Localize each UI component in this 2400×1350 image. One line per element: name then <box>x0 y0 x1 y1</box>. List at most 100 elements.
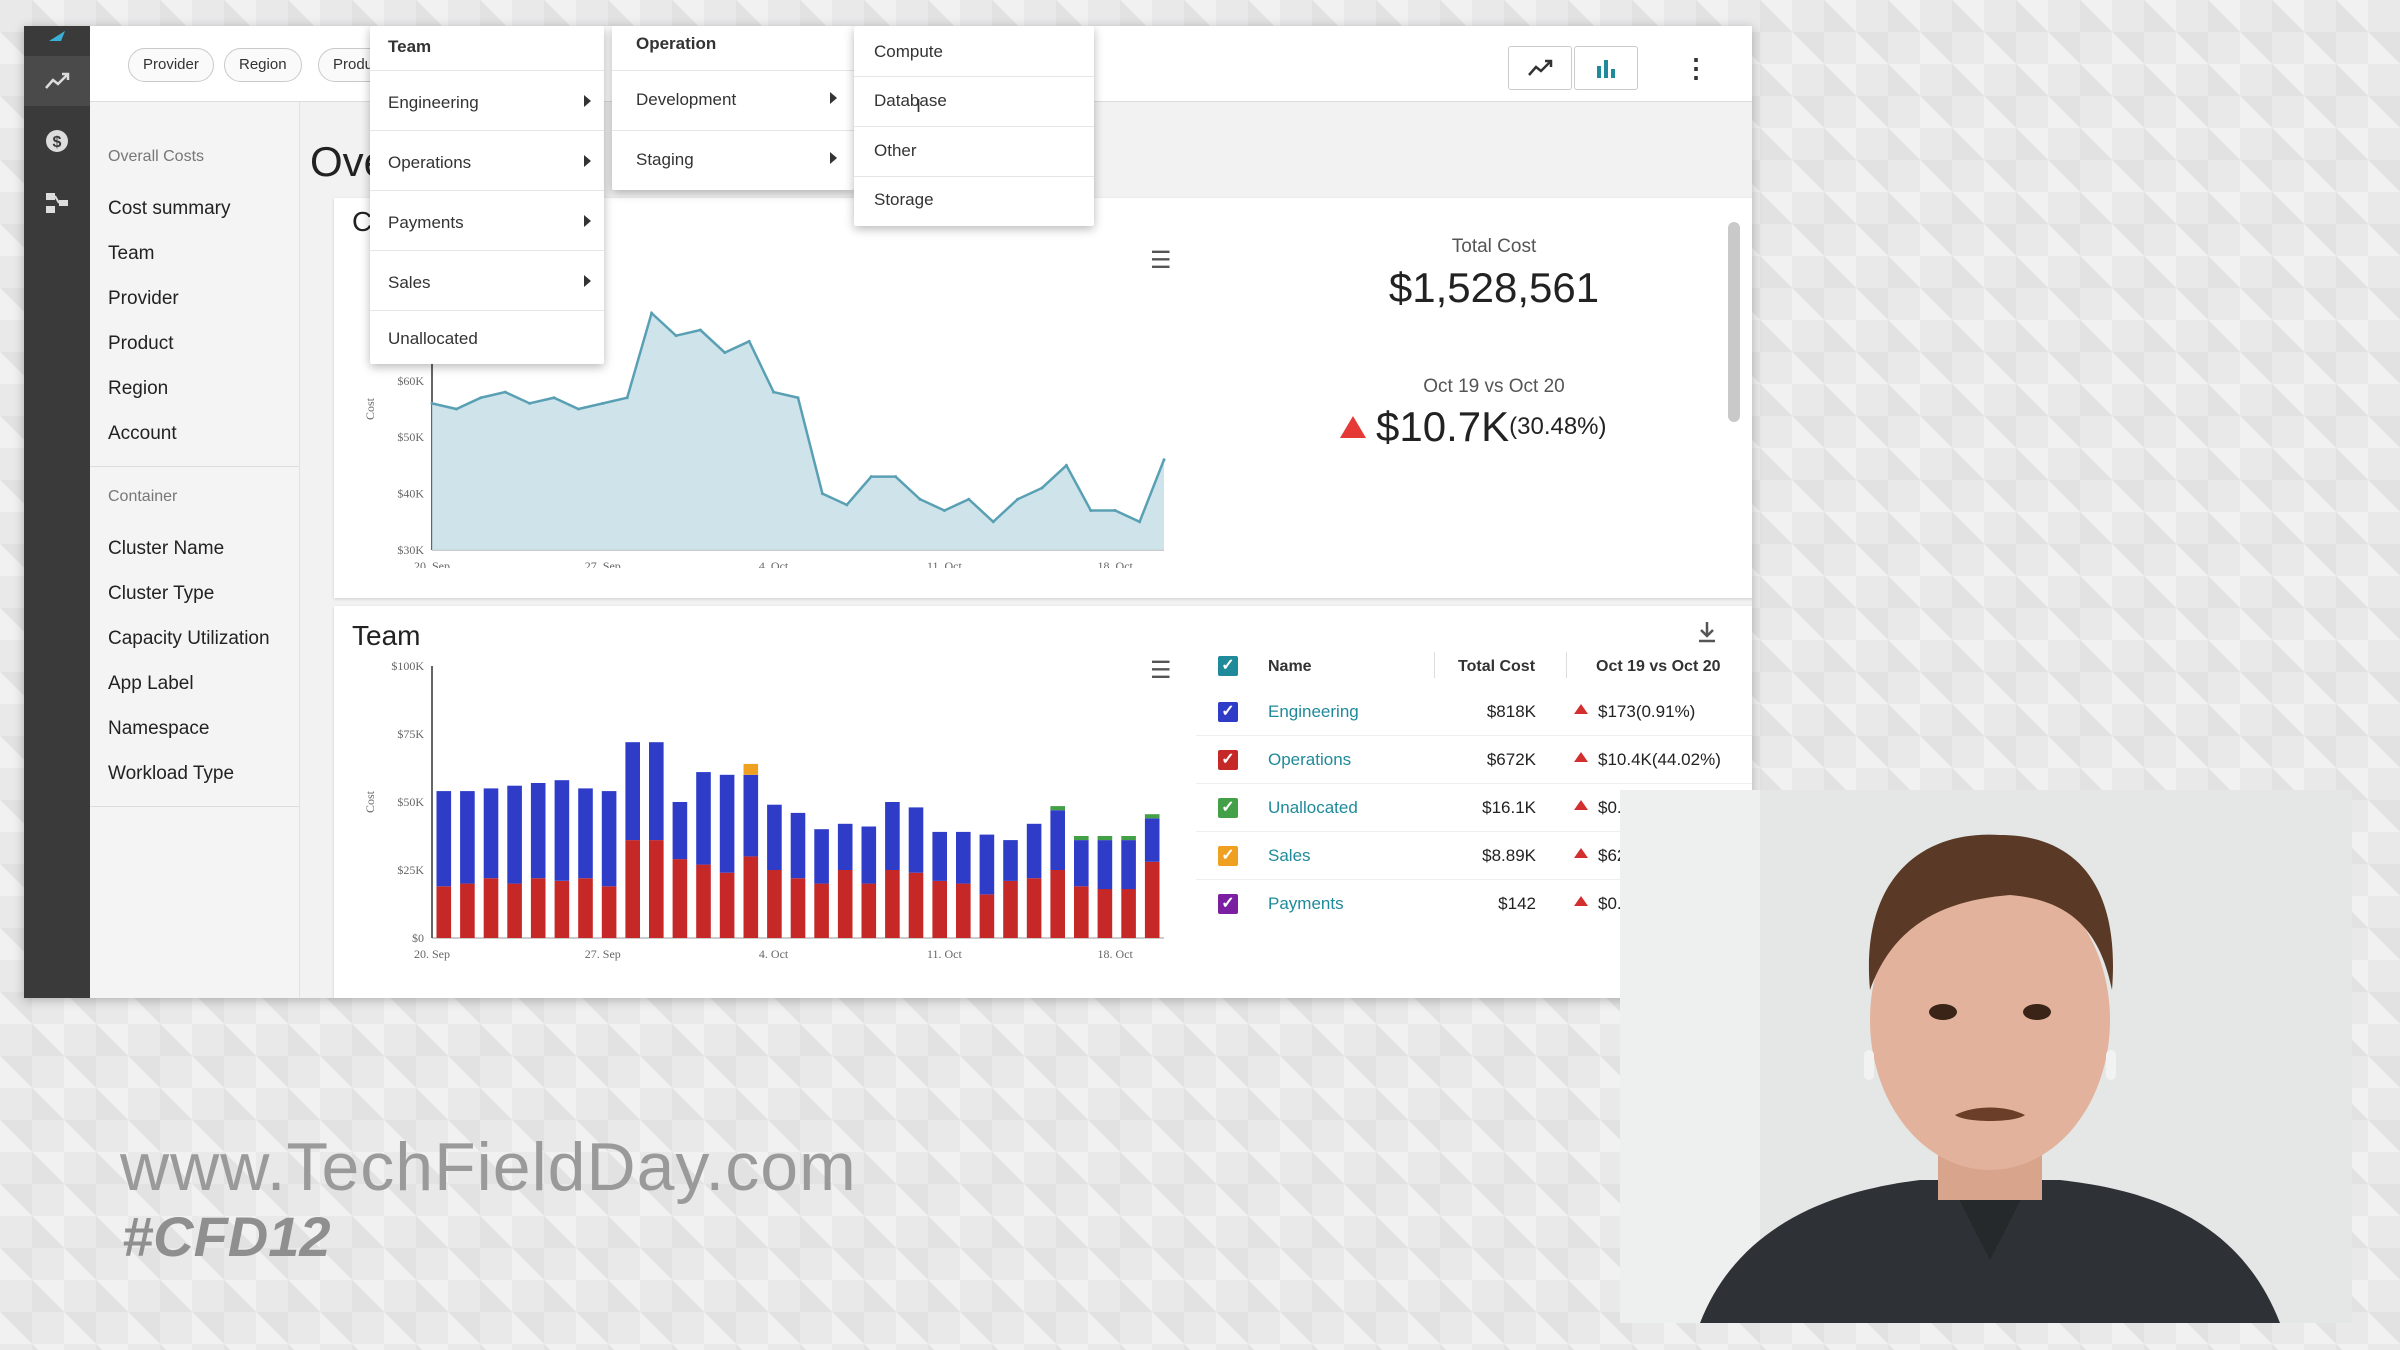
watermark-hashtag: #CFD12 <box>122 1205 331 1268</box>
nav-item-team[interactable]: Team <box>108 243 155 264</box>
bar-segment <box>1144 861 1160 938</box>
more-options-icon[interactable]: ⋮ <box>1683 52 1709 83</box>
bar-segment <box>743 774 759 857</box>
data-point <box>723 351 727 355</box>
bar-segment <box>1003 880 1018 938</box>
y-tick-label: $40K <box>397 487 424 501</box>
nav-item-capacity-utilization[interactable]: Capacity Utilization <box>108 628 270 649</box>
nav-item-provider[interactable]: Provider <box>108 288 179 309</box>
table-row[interactable]: ✓ Sales $8.89K $62.1( <box>1196 832 1752 880</box>
nav-item-namespace[interactable]: Namespace <box>108 718 210 739</box>
data-point <box>869 475 873 479</box>
bar-view-button[interactable] <box>1574 46 1638 90</box>
bar-segment <box>1144 818 1160 862</box>
bar-segment <box>743 763 759 775</box>
select-all-checkbox[interactable]: ✓ <box>1218 656 1238 676</box>
bar-segment <box>767 804 782 870</box>
nav-item-region[interactable]: Region <box>108 378 169 399</box>
hierarchy-icon[interactable] <box>24 178 90 228</box>
row-checkbox[interactable]: ✓ <box>1218 702 1238 722</box>
bar-segment <box>483 788 499 879</box>
bar-segment <box>1121 840 1136 890</box>
menu-item-sales[interactable]: Sales <box>388 273 431 292</box>
bar-segment <box>932 880 947 938</box>
chart-menu-icon[interactable]: ☰ <box>1150 247 1172 274</box>
data-point <box>1016 497 1020 501</box>
submenu-arrow-icon <box>584 215 591 227</box>
trend-icon[interactable] <box>24 56 90 106</box>
bar-segment <box>743 856 759 938</box>
x-tick-label: 4. Oct <box>759 559 789 568</box>
row-change: $173(0.91%) <box>1598 702 1696 721</box>
bar-segment <box>1097 889 1113 938</box>
header-divider <box>1434 652 1435 678</box>
table-row[interactable]: ✓ Engineering $818K $173(0.91%) <box>1196 688 1752 736</box>
bar-segment <box>719 872 735 938</box>
col-header-name[interactable]: Name <box>1268 658 1312 675</box>
filter-chip-region[interactable]: Region <box>224 48 302 82</box>
area-fill <box>432 313 1164 550</box>
x-tick-label: 18. Oct <box>1098 947 1134 961</box>
nav-item-cluster-type[interactable]: Cluster Type <box>108 583 215 604</box>
scrollbar-thumb[interactable] <box>1728 222 1740 422</box>
menu-item-development[interactable]: Development <box>636 90 737 109</box>
row-name[interactable]: Engineering <box>1268 702 1359 721</box>
bar-segment <box>885 870 900 938</box>
bar-segment <box>790 812 806 879</box>
row-checkbox[interactable]: ✓ <box>1218 894 1238 914</box>
menu-item-compute[interactable]: Compute <box>874 42 943 61</box>
bar-segment <box>696 772 711 865</box>
row-checkbox[interactable]: ✓ <box>1218 750 1238 770</box>
data-point <box>601 401 605 405</box>
col-header-change[interactable]: Oct 19 vs Oct 20 <box>1596 658 1721 675</box>
row-checkbox[interactable]: ✓ <box>1218 846 1238 866</box>
side-navigation: Overall Costs Cost summary Team Provider… <box>90 102 300 998</box>
menu-item-staging[interactable]: Staging <box>636 150 694 169</box>
menu-item-payments[interactable]: Payments <box>388 213 464 232</box>
compare-value: $10.7K <box>1376 403 1510 450</box>
team-card-title: Team <box>352 620 421 651</box>
data-point <box>552 396 556 400</box>
menu-separator <box>854 76 1094 77</box>
dollar-icon[interactable]: $ <box>24 116 90 166</box>
bar-segment <box>578 878 593 938</box>
y-tick-label: $50K <box>397 430 424 444</box>
compare-value-group: $10.7K (30.48%) <box>1340 402 1607 452</box>
submenu-arrow-icon <box>830 92 837 104</box>
row-name[interactable]: Operations <box>1268 750 1352 769</box>
filter-chip-provider[interactable]: Provider <box>128 48 214 82</box>
line-view-button[interactable] <box>1508 46 1572 90</box>
bar-segment <box>1121 889 1136 938</box>
row-change: $10.4K(44.02%) <box>1598 750 1721 769</box>
menu-item-unallocated[interactable]: Unallocated <box>388 329 478 348</box>
table-row[interactable]: ✓ Operations $672K $10.4K(44.02%) <box>1196 736 1752 784</box>
row-name[interactable]: Unallocated <box>1268 798 1358 817</box>
row-name[interactable]: Sales <box>1268 846 1311 865</box>
data-point <box>1138 520 1142 524</box>
y-tick-label: $0 <box>412 931 424 945</box>
data-point <box>650 311 654 315</box>
development-menu: Compute Database I Other Storage <box>854 26 1094 226</box>
download-icon[interactable] <box>1696 620 1718 649</box>
row-checkbox[interactable]: ✓ <box>1218 798 1238 818</box>
menu-item-engineering[interactable]: Engineering <box>388 93 479 112</box>
row-name[interactable]: Payments <box>1268 894 1344 913</box>
menu-item-database[interactable]: Database <box>874 91 947 110</box>
col-header-total-cost[interactable]: Total Cost <box>1458 658 1536 675</box>
nav-item-workload-type[interactable]: Workload Type <box>108 763 235 784</box>
team-chart-menu-icon[interactable]: ☰ <box>1150 657 1172 684</box>
nav-item-account[interactable]: Account <box>108 423 177 444</box>
menu-separator <box>370 190 604 191</box>
bar-segment <box>601 886 617 938</box>
menu-item-storage[interactable]: Storage <box>874 190 934 209</box>
nav-item-app-label[interactable]: App Label <box>108 673 194 694</box>
x-tick-label: 27. Sep <box>585 947 621 961</box>
nav-item-cost-summary[interactable]: Cost summary <box>108 198 231 219</box>
bar-segment <box>672 802 688 860</box>
nav-item-cluster-name[interactable]: Cluster Name <box>108 538 225 559</box>
nav-item-product[interactable]: Product <box>108 333 174 354</box>
team-bar-chart: $0 $25K $50K $75K $100K Cost 20. Sep 27. Sep 4. … <box>363 659 1164 961</box>
menu-item-operations[interactable]: Operations <box>388 153 472 172</box>
menu-item-other[interactable]: Other <box>874 141 917 160</box>
bar-segment <box>625 840 640 938</box>
